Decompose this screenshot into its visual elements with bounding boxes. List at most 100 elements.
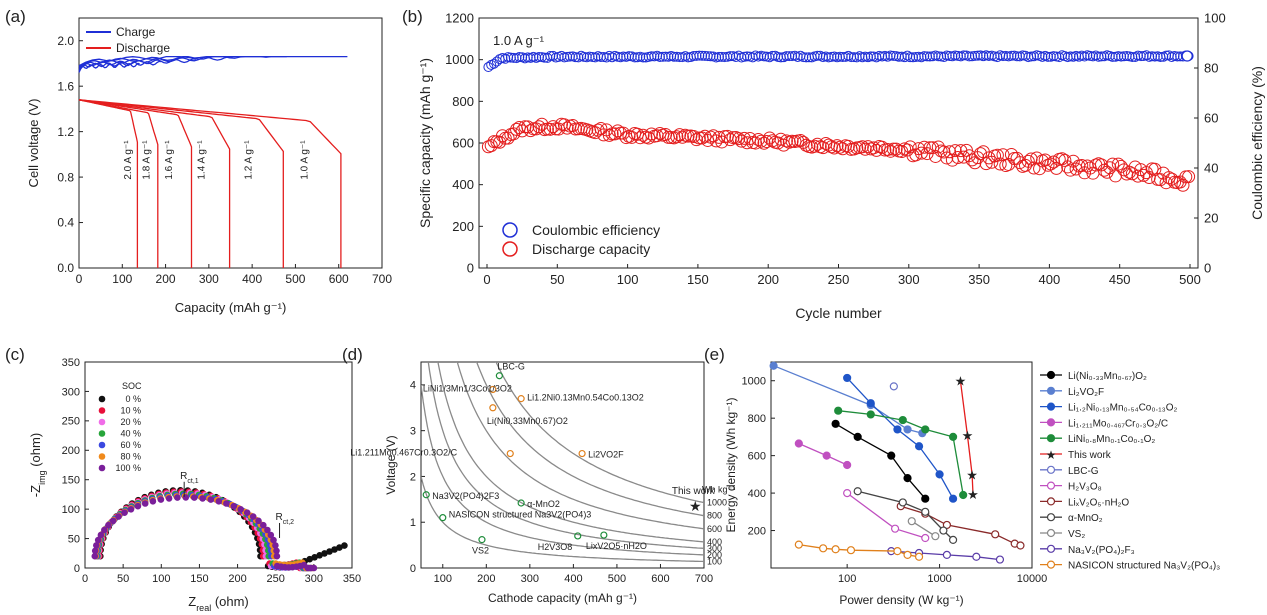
- panel-b-capacity-point: [912, 142, 926, 156]
- panel-d-point-label-8: NASICON structured Na3V2(PO4)3: [449, 510, 592, 520]
- panel-b-ce-point: [629, 52, 640, 63]
- panel-e-legend-marker-1: [1046, 386, 1056, 395]
- panel-b-ce-point: [654, 51, 665, 62]
- panel-e-point-9: [939, 526, 948, 535]
- panel-b-ce-point: [922, 51, 933, 62]
- panel-b-xlabel: Cycle number: [795, 305, 882, 321]
- panel-e-point-0: [831, 419, 840, 428]
- panel-b-ce-point: [725, 51, 736, 62]
- panel-b-ce-point: [534, 52, 545, 63]
- panel-c-legend-marker-1: [98, 407, 106, 414]
- panel-c-point-6: [115, 513, 122, 520]
- panel-b-ce-point: [938, 52, 949, 63]
- panel-b-capacity-point: [855, 140, 869, 154]
- panel-b-capacity-point: [687, 130, 701, 144]
- panel-e-point-12: [794, 540, 803, 549]
- panel-a-xlabel: Capacity (mAh g⁻¹): [175, 300, 287, 315]
- panel-c-legend-marker-0: [98, 395, 106, 403]
- panel-b-ce-point: [919, 51, 930, 62]
- panel-c-point-0: [326, 548, 333, 555]
- panel-b-x-tick-label-500: 500: [1179, 272, 1201, 287]
- panel-b-capacity-point: [771, 136, 785, 150]
- panel-a-y-tick-label-0.8: 0.8: [57, 170, 74, 184]
- panel-c-point-6: [97, 531, 105, 539]
- panel-b-ce-point: [604, 50, 615, 61]
- panel-e-point-0: [887, 451, 896, 460]
- panel-b-annotation: 1.0 A g⁻¹: [493, 33, 545, 48]
- panel-b-ce-point: [1042, 51, 1053, 62]
- panel-e-star-3: ★: [967, 487, 979, 502]
- panel-b-ce-point: [564, 51, 575, 62]
- panel-b-ce-point: [972, 50, 983, 61]
- panel-c-point-6: [157, 496, 165, 503]
- panel-c-point-6: [215, 498, 223, 505]
- panel-b-ce-point: [798, 52, 809, 63]
- panel-b-ce-point: [969, 50, 980, 61]
- panel-d-point-label-4: Li2VO2F: [588, 450, 624, 460]
- panel-d-frame: [420, 361, 705, 569]
- panel-e-star-1: ★: [962, 428, 974, 443]
- panel-e-point-10: [907, 517, 916, 526]
- panel-b-capacity-point: [937, 145, 951, 159]
- panel-b-capacity-point: [909, 148, 923, 162]
- panel-e-point-0: [903, 474, 912, 483]
- panel-e-point-12: [819, 544, 828, 553]
- panel-b-ce-point: [542, 52, 553, 63]
- panel-b-ce-point: [944, 50, 955, 61]
- panel-c-y-tick-label-150: 150: [62, 475, 80, 487]
- panel-e-point-2: [914, 442, 924, 451]
- panel-e-point-10: [931, 532, 940, 541]
- panel-b-capacity-point: [670, 130, 684, 144]
- panel-c-y-tick-label-50: 50: [68, 533, 80, 545]
- panel-label-b: (b): [402, 7, 423, 26]
- panel-e-point-9: [853, 487, 862, 496]
- panel-b-y-tick-label-1200: 1200: [445, 11, 474, 26]
- panel-d-point-label-7: α-MnO2: [527, 499, 560, 509]
- panel-b-capacity-point: [557, 118, 571, 132]
- panel-b-ce-point: [1012, 51, 1023, 62]
- panel-c-point-0: [336, 544, 343, 551]
- panel-label-e: (e): [704, 345, 725, 364]
- panel-b-capacity-point: [886, 142, 900, 156]
- panel-c-point-6: [264, 526, 271, 534]
- panel-e-point-4: [898, 415, 907, 425]
- panel-c-legend-label-0: 0 %: [125, 394, 141, 404]
- panel-c-point-6: [165, 495, 173, 502]
- panel-a-discharge-curve-2: [78, 99, 193, 268]
- panel-c-point-6: [105, 521, 112, 529]
- panel-b-ce-point: [1116, 51, 1127, 62]
- panel-b-ce-point: [865, 51, 876, 62]
- panel-e-x-tick-label-10000: 10000: [1017, 573, 1048, 585]
- panel-b-capacity-point: [760, 135, 774, 149]
- panel-b-capacity-point: [1114, 159, 1128, 173]
- panel-e-point-7: [921, 533, 930, 543]
- panel-b-ce-point: [646, 51, 657, 62]
- panel-b-capacity-point: [1182, 170, 1196, 184]
- panel-b-capacity-point: [560, 121, 574, 135]
- panel-b-y-tick-label-200: 200: [452, 219, 474, 234]
- panel-a-x-tick-label-100: 100: [112, 272, 132, 286]
- panel-b-ce-point: [958, 50, 969, 61]
- panel-e-legend-label-1: Li₂VO₂F: [1068, 387, 1104, 398]
- panel-c-point-6: [93, 542, 100, 549]
- panel-e-point-9: [921, 507, 930, 516]
- panel-d-point-4: [578, 449, 586, 458]
- panel-c-y-tick-label-350: 350: [62, 357, 80, 369]
- panel-c-point-6: [94, 536, 102, 544]
- panel-b-x-tick-label-400: 400: [1039, 272, 1061, 287]
- panel-b-x-tick-label-300: 300: [898, 272, 920, 287]
- panel-d-point-label-0: LBC-G: [497, 362, 525, 372]
- panel-e-frame: [770, 361, 1033, 569]
- panel-b-capacity-point: [653, 127, 667, 141]
- panel-b-ce-point: [1127, 52, 1138, 63]
- panel-c-y-tick-label-200: 200: [62, 445, 80, 457]
- panel-b-capacity-point: [1125, 167, 1139, 181]
- panel-b-ce-point: [545, 51, 556, 62]
- panel-d-iso-label-800: 800: [707, 511, 722, 521]
- panel-b-capacity-point: [642, 131, 656, 145]
- panel-e-legend-marker-7: [1046, 481, 1056, 490]
- panel-e-series-line-7: [846, 492, 926, 539]
- panel-c-y-tick-label-100: 100: [62, 504, 80, 516]
- panel-b-ce-point: [587, 52, 598, 63]
- panel-b-ce-last-point: [1181, 50, 1193, 62]
